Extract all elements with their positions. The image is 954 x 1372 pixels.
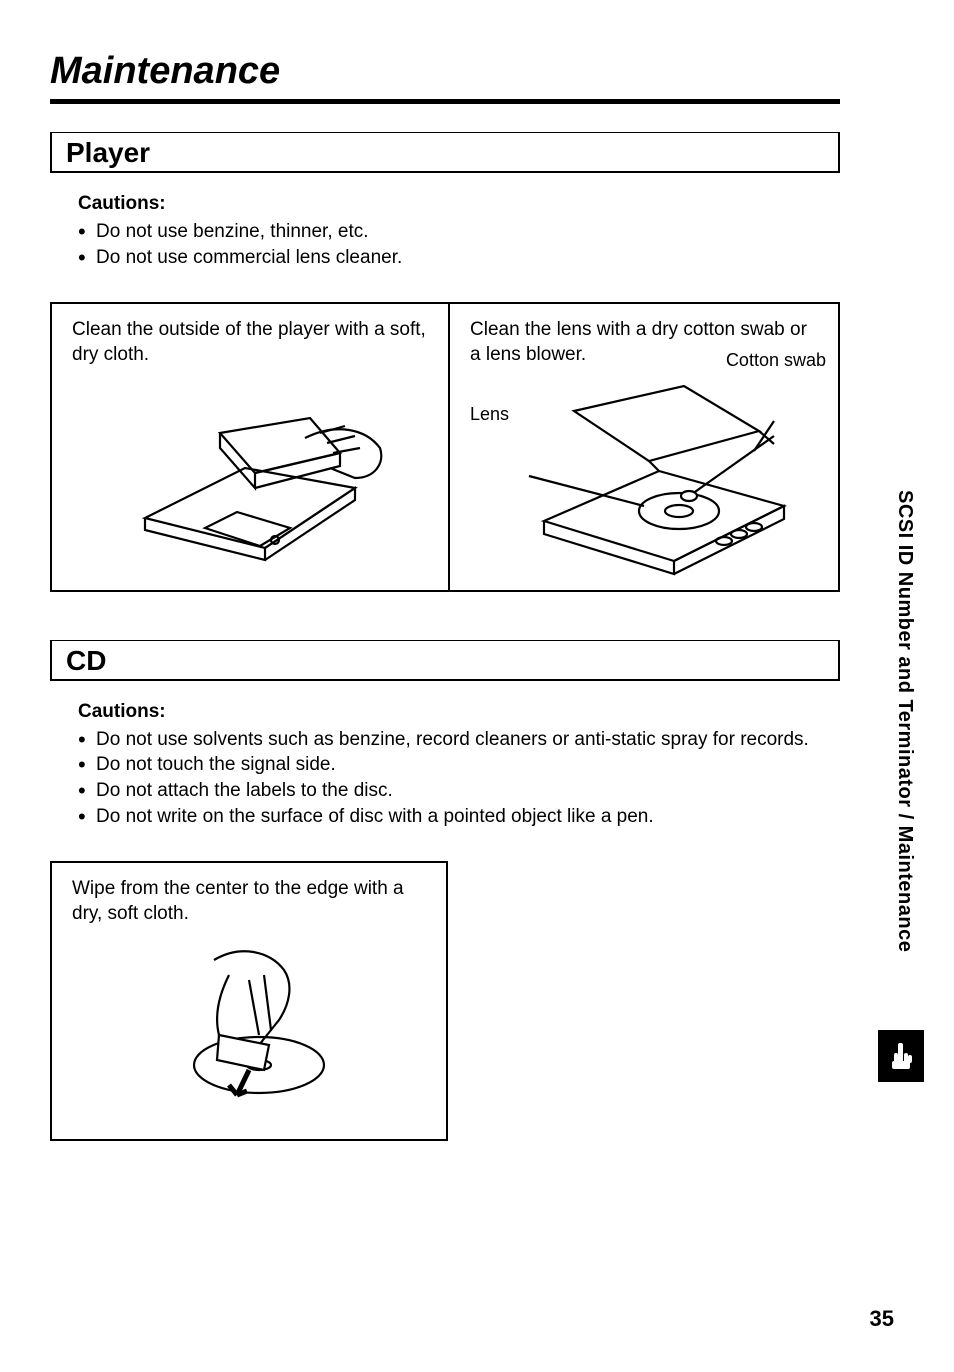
cd-cautions: Cautions: Do not use solvents such as be… bbox=[78, 701, 838, 830]
illus-clean-outside: Clean the outside of the player with a s… bbox=[50, 302, 448, 591]
player-cautions: Cautions: Do not use benzine, thinner, e… bbox=[78, 193, 838, 270]
player-wipe-illustration bbox=[72, 376, 428, 576]
lens-clean-illustration bbox=[470, 376, 818, 576]
cautions-label: Cautions: bbox=[78, 193, 838, 215]
illus-wipe-cd: Wipe from the center to the edge with a … bbox=[50, 861, 448, 1140]
caution-item: Do not write on the surface of disc with… bbox=[78, 804, 838, 830]
cd-wipe-illustration bbox=[72, 935, 426, 1125]
illus-caption: Clean the outside of the player with a s… bbox=[72, 318, 428, 367]
illus-clean-lens: Clean the lens with a dry cotton swab or… bbox=[448, 302, 840, 591]
cd-heading-box: CD bbox=[50, 640, 840, 681]
player-illustrations: Clean the outside of the player with a s… bbox=[50, 302, 840, 591]
caution-item: Do not use solvents such as benzine, rec… bbox=[78, 727, 838, 753]
cotton-swab-label: Cotton swab bbox=[726, 350, 826, 371]
hand-point-icon bbox=[878, 1030, 924, 1082]
caution-item: Do not attach the labels to the disc. bbox=[78, 778, 838, 804]
player-heading: Player bbox=[66, 137, 824, 169]
side-tab-label: SCSI ID Number and Terminator / Maintena… bbox=[893, 490, 916, 952]
page-title: Maintenance bbox=[50, 50, 840, 104]
cd-heading: CD bbox=[66, 645, 824, 677]
illus-caption: Wipe from the center to the edge with a … bbox=[72, 877, 426, 926]
caution-item: Do not use benzine, thinner, etc. bbox=[78, 219, 838, 245]
player-heading-box: Player bbox=[50, 132, 840, 173]
caution-item: Do not use commercial lens cleaner. bbox=[78, 245, 838, 271]
cautions-label: Cautions: bbox=[78, 701, 838, 723]
caution-item: Do not touch the signal side. bbox=[78, 752, 838, 778]
page-number: 35 bbox=[870, 1306, 894, 1332]
lens-label: Lens bbox=[470, 404, 509, 425]
